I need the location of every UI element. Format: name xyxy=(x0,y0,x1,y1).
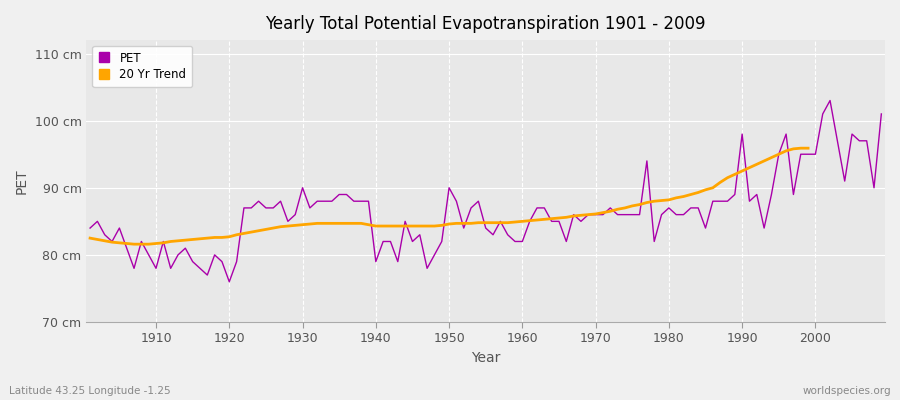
Legend: PET, 20 Yr Trend: PET, 20 Yr Trend xyxy=(93,46,193,87)
Title: Yearly Total Potential Evapotranspiration 1901 - 2009: Yearly Total Potential Evapotranspiratio… xyxy=(266,15,706,33)
Y-axis label: PET: PET xyxy=(15,168,29,194)
Text: worldspecies.org: worldspecies.org xyxy=(803,386,891,396)
Text: Latitude 43.25 Longitude -1.25: Latitude 43.25 Longitude -1.25 xyxy=(9,386,171,396)
X-axis label: Year: Year xyxy=(471,351,500,365)
